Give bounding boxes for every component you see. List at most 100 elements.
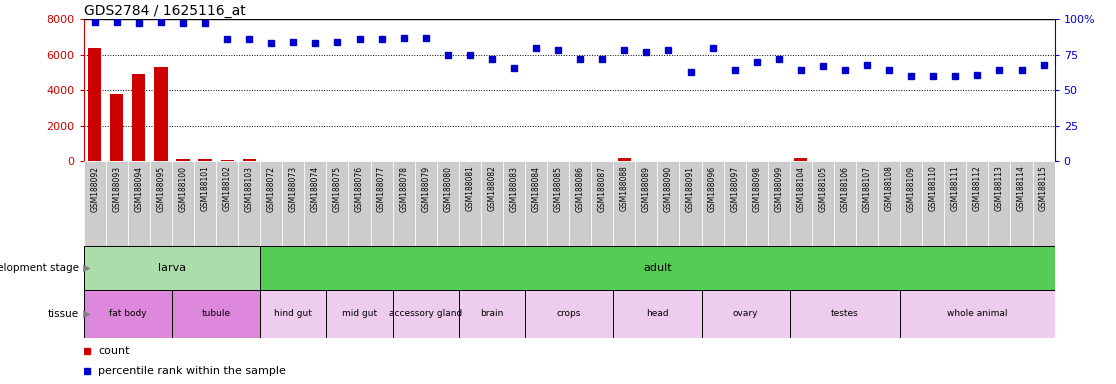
- Text: GSM188078: GSM188078: [400, 166, 408, 212]
- Text: GSM188111: GSM188111: [951, 166, 960, 211]
- Text: GSM188095: GSM188095: [156, 166, 165, 212]
- FancyBboxPatch shape: [768, 161, 790, 246]
- FancyBboxPatch shape: [459, 290, 525, 338]
- FancyBboxPatch shape: [614, 161, 635, 246]
- Text: GSM188107: GSM188107: [863, 166, 872, 212]
- Text: GSM188075: GSM188075: [333, 166, 341, 212]
- FancyBboxPatch shape: [1010, 161, 1032, 246]
- FancyBboxPatch shape: [481, 161, 503, 246]
- Bar: [110, 94, 124, 161]
- Text: tubule: tubule: [202, 310, 231, 318]
- Text: GSM188113: GSM188113: [995, 166, 1004, 211]
- FancyBboxPatch shape: [966, 161, 989, 246]
- Text: adult: adult: [643, 263, 672, 273]
- FancyBboxPatch shape: [723, 161, 745, 246]
- Bar: [221, 159, 233, 161]
- FancyBboxPatch shape: [348, 161, 371, 246]
- Text: GSM188073: GSM188073: [289, 166, 298, 212]
- FancyBboxPatch shape: [436, 161, 459, 246]
- Text: mid gut: mid gut: [341, 310, 377, 318]
- FancyBboxPatch shape: [260, 161, 282, 246]
- FancyBboxPatch shape: [525, 290, 614, 338]
- FancyBboxPatch shape: [106, 161, 128, 246]
- Text: tissue: tissue: [48, 309, 79, 319]
- Text: GSM188096: GSM188096: [708, 166, 718, 212]
- FancyBboxPatch shape: [702, 290, 790, 338]
- Bar: [176, 159, 190, 161]
- Text: GSM188097: GSM188097: [730, 166, 739, 212]
- Text: GSM188084: GSM188084: [531, 166, 540, 212]
- Text: GSM188094: GSM188094: [134, 166, 143, 212]
- FancyBboxPatch shape: [1032, 161, 1055, 246]
- FancyBboxPatch shape: [172, 161, 194, 246]
- Text: count: count: [98, 346, 129, 356]
- FancyBboxPatch shape: [591, 161, 614, 246]
- Text: GSM188086: GSM188086: [576, 166, 585, 212]
- FancyBboxPatch shape: [901, 290, 1055, 338]
- Text: GSM188110: GSM188110: [929, 166, 937, 211]
- Text: percentile rank within the sample: percentile rank within the sample: [98, 366, 286, 376]
- Text: hind gut: hind gut: [275, 310, 312, 318]
- FancyBboxPatch shape: [856, 161, 878, 246]
- Text: GSM188108: GSM188108: [885, 166, 894, 211]
- Text: GSM188080: GSM188080: [443, 166, 452, 212]
- Text: ▶: ▶: [80, 309, 92, 319]
- Text: GSM188081: GSM188081: [465, 166, 474, 211]
- Text: GSM188092: GSM188092: [90, 166, 99, 212]
- Text: larva: larva: [157, 263, 186, 273]
- FancyBboxPatch shape: [260, 246, 1055, 290]
- FancyBboxPatch shape: [415, 161, 436, 246]
- Text: GSM188082: GSM188082: [488, 166, 497, 211]
- FancyBboxPatch shape: [790, 161, 811, 246]
- Text: GSM188106: GSM188106: [840, 166, 849, 212]
- Text: crops: crops: [557, 310, 581, 318]
- FancyBboxPatch shape: [393, 161, 415, 246]
- FancyBboxPatch shape: [944, 161, 966, 246]
- Text: ▶: ▶: [80, 263, 92, 273]
- FancyBboxPatch shape: [834, 161, 856, 246]
- Text: GSM188099: GSM188099: [775, 166, 783, 212]
- Text: GSM188076: GSM188076: [355, 166, 364, 212]
- FancyBboxPatch shape: [217, 161, 238, 246]
- FancyBboxPatch shape: [878, 161, 901, 246]
- Bar: [795, 158, 808, 161]
- FancyBboxPatch shape: [811, 161, 834, 246]
- Text: GSM188103: GSM188103: [244, 166, 253, 212]
- FancyBboxPatch shape: [84, 161, 106, 246]
- FancyBboxPatch shape: [702, 161, 723, 246]
- FancyBboxPatch shape: [84, 246, 260, 290]
- FancyBboxPatch shape: [393, 290, 459, 338]
- Text: GSM188100: GSM188100: [179, 166, 187, 212]
- Text: GSM188077: GSM188077: [377, 166, 386, 212]
- Text: GSM188090: GSM188090: [664, 166, 673, 212]
- Text: testes: testes: [831, 310, 859, 318]
- FancyBboxPatch shape: [260, 290, 326, 338]
- FancyBboxPatch shape: [922, 161, 944, 246]
- Text: GSM188079: GSM188079: [421, 166, 431, 212]
- Text: whole animal: whole animal: [947, 310, 1008, 318]
- FancyBboxPatch shape: [680, 161, 702, 246]
- Text: GSM188085: GSM188085: [554, 166, 562, 212]
- FancyBboxPatch shape: [989, 161, 1010, 246]
- FancyBboxPatch shape: [569, 161, 591, 246]
- FancyBboxPatch shape: [238, 161, 260, 246]
- FancyBboxPatch shape: [194, 161, 217, 246]
- Text: GSM188093: GSM188093: [113, 166, 122, 212]
- Bar: [199, 159, 212, 161]
- Text: fat body: fat body: [109, 310, 146, 318]
- Text: GSM188074: GSM188074: [311, 166, 320, 212]
- Bar: [154, 67, 167, 161]
- Text: development stage: development stage: [0, 263, 79, 273]
- Text: GSM188114: GSM188114: [1017, 166, 1026, 211]
- FancyBboxPatch shape: [326, 161, 348, 246]
- Text: GSM188109: GSM188109: [906, 166, 916, 212]
- FancyBboxPatch shape: [371, 161, 393, 246]
- FancyBboxPatch shape: [305, 161, 326, 246]
- Text: GSM188101: GSM188101: [201, 166, 210, 211]
- Text: head: head: [646, 310, 668, 318]
- FancyBboxPatch shape: [459, 161, 481, 246]
- Bar: [132, 74, 145, 161]
- FancyBboxPatch shape: [790, 290, 901, 338]
- FancyBboxPatch shape: [525, 161, 547, 246]
- Text: GSM188112: GSM188112: [973, 166, 982, 211]
